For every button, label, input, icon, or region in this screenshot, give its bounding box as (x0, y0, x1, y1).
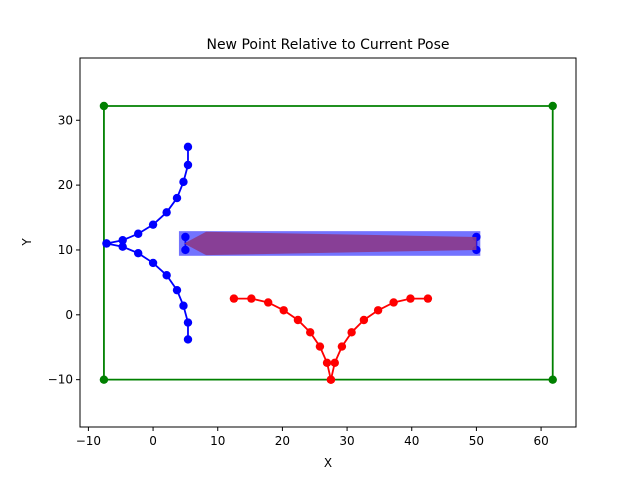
series-1-point (148, 220, 158, 229)
series-1-point (134, 229, 143, 238)
series-1-point (162, 208, 171, 217)
x-tick-label: 50 (469, 434, 484, 448)
y-tick-label: 20 (58, 178, 73, 192)
series-2-point (183, 335, 193, 344)
series-2-point (102, 239, 111, 248)
chart-title: New Point Relative to Current Pose (206, 37, 449, 53)
series-0-point (548, 375, 557, 384)
series-4-point (347, 328, 356, 337)
series-1-point (183, 142, 193, 152)
series-2-point (148, 258, 158, 268)
axis-ticks: −10 0 10 20 30 40 50 60 −10 0 10 20 30 (48, 113, 549, 448)
x-tick-label: 40 (404, 434, 419, 448)
series-2-point (162, 271, 171, 280)
series-0-point (99, 101, 109, 111)
x-tick-label: 0 (149, 434, 157, 448)
series-0-point (548, 101, 557, 111)
heading-arrow (184, 231, 477, 256)
pose-point (181, 232, 190, 242)
series-4-point (337, 342, 347, 351)
x-axis-label: X (324, 456, 332, 470)
series-2-point (179, 301, 188, 310)
y-tick-label: 10 (58, 243, 73, 257)
series-3-point (247, 294, 256, 303)
x-tick-label: 30 (339, 434, 354, 448)
series-2-point (134, 249, 143, 258)
plot-area (99, 101, 557, 384)
series-3-point (263, 298, 273, 307)
y-axis-label: Y (20, 238, 34, 247)
series-3-point (322, 358, 332, 367)
series-4-point (373, 306, 383, 315)
pose-point (181, 245, 190, 255)
series-3-point (229, 294, 239, 303)
x-tick-label: 10 (210, 434, 225, 448)
series-1-point (179, 177, 188, 187)
series-3-point (306, 328, 315, 337)
series-2-point (183, 318, 193, 327)
series-1-point (118, 236, 127, 245)
series-1-point (183, 160, 193, 170)
series-0-point (99, 375, 109, 384)
x-tick-label: 20 (275, 434, 290, 448)
x-tick-label: 60 (533, 434, 548, 448)
y-tick-label: 30 (58, 113, 73, 127)
y-tick-label: 0 (65, 308, 73, 322)
series-4-point (423, 294, 433, 303)
series-4-point (389, 298, 398, 307)
x-tick-label: −10 (76, 434, 101, 448)
series-2-point (172, 285, 182, 295)
y-tick-label: −10 (48, 373, 73, 387)
series-2-point (118, 242, 127, 251)
series-3-point (293, 315, 303, 325)
series-4-point (326, 375, 336, 384)
series-4-point (359, 315, 369, 325)
series-3-point (279, 306, 288, 315)
axes-frame (79, 57, 577, 428)
series-1-point (172, 193, 182, 203)
series-4-point (330, 358, 339, 367)
series-4-point (406, 294, 415, 303)
series-3-point (315, 342, 325, 351)
